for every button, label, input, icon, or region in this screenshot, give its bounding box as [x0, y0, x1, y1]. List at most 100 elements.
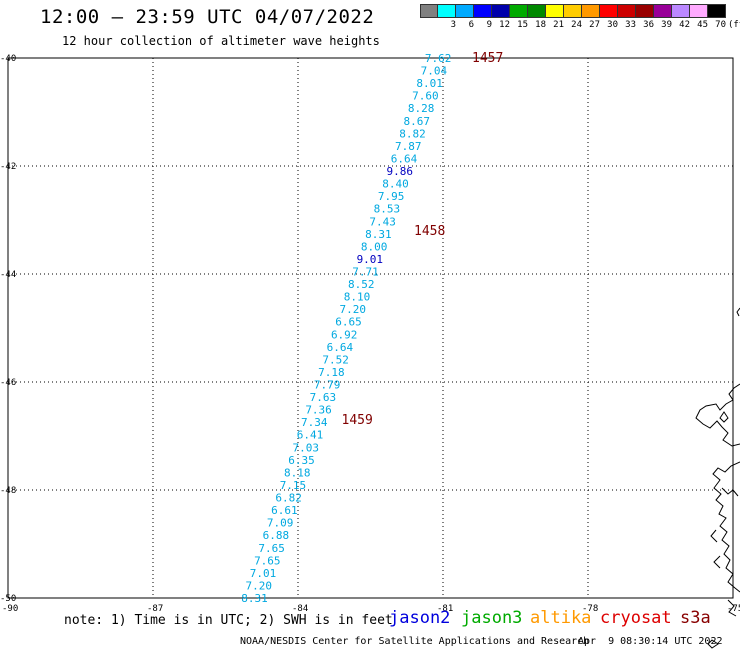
legend-unit: (ft): [728, 20, 740, 30]
swh-value: 7.20: [246, 579, 273, 592]
legend-swatch: [420, 4, 438, 18]
time-label: 1458: [414, 224, 445, 239]
legend-label: 21: [553, 20, 564, 30]
swh-value: 6.61: [271, 504, 298, 517]
lon-tick-label: -84: [292, 604, 308, 614]
island-path: [707, 639, 719, 649]
legend-swatch: [582, 4, 600, 18]
legend-label: 42: [679, 20, 690, 30]
legend-label: 70: [715, 20, 726, 30]
swh-value: 9.86: [386, 165, 413, 178]
swh-value: 6.88: [263, 529, 290, 542]
legend-label: 12: [499, 20, 510, 30]
lon-tick-label: -87: [147, 604, 163, 614]
swh-value: 8.82: [399, 127, 426, 140]
legend-swatch: [618, 4, 636, 18]
swh-value: 7.43: [369, 215, 396, 228]
lon-tick-label: -90: [2, 604, 18, 614]
swh-value: 8.31: [241, 592, 268, 605]
legend-label: 9: [486, 20, 492, 30]
swh-value: 6.65: [335, 316, 362, 329]
map-frame: [7, 57, 734, 599]
sat-jason3: jason3: [461, 608, 523, 628]
legend-swatch: [600, 4, 618, 18]
swh-value: 8.52: [348, 278, 375, 291]
legend-swatch: [528, 4, 546, 18]
swh-value: 7.95: [378, 190, 405, 203]
lat-tick-label: -48: [0, 486, 16, 496]
swh-value: 7.09: [267, 517, 294, 530]
swh-value: 7.52: [322, 353, 349, 366]
lon-tick-label: -75: [727, 604, 740, 614]
satellite-track: 7.627.048.017.608.288.678.827.876.649.86…: [241, 52, 451, 605]
swh-value: 8.01: [416, 77, 443, 90]
legend-label: 15: [517, 20, 528, 30]
legend-label: 18: [535, 20, 546, 30]
legend-swatch: [492, 4, 510, 18]
legend-label: 6: [468, 20, 474, 30]
swh-value: 7.65: [254, 554, 281, 567]
footer-note: note: 1) Time is in UTC; 2) SWH is in fe…: [64, 613, 393, 628]
swh-value: 7.03: [293, 441, 320, 454]
legend-label: 39: [661, 20, 672, 30]
legend-swatch: [510, 4, 528, 18]
sat-altika: altika: [530, 608, 592, 628]
legend-labels: 3 6 9 12 15 18 21 24 27 30 33 36 39 42 45 70: [420, 20, 726, 30]
swh-value: 7.36: [305, 404, 332, 417]
swh-value: 6.64: [391, 152, 418, 165]
swh-value: 7.18: [318, 366, 345, 379]
swh-value: 7.79: [314, 379, 341, 392]
time-labels: 1457 1458 1459: [342, 51, 504, 428]
swh-value: 8.31: [365, 228, 392, 241]
legend-label: 45: [697, 20, 708, 30]
island-path: [719, 411, 729, 423]
lat-tick-label: -42: [0, 162, 16, 172]
swh-value: 7.65: [258, 542, 285, 555]
coastline: [695, 307, 740, 649]
swh-value: 7.63: [310, 391, 337, 404]
lat-tick-label: -50: [0, 594, 16, 604]
legend-swatch: [474, 4, 492, 18]
swh-value: 6.92: [331, 328, 358, 341]
swh-value: 6.35: [288, 454, 315, 467]
legend-swatch: [708, 4, 726, 18]
swh-value: 8.67: [404, 115, 431, 128]
time-label: 1457: [472, 51, 503, 66]
sat-jason2: jason2: [389, 608, 451, 628]
legend-swatch: [654, 4, 672, 18]
legend-label: 30: [607, 20, 618, 30]
swh-value: 7.04: [421, 65, 448, 78]
page-title: 12:00 – 23:59 UTC 04/07/2022: [40, 6, 375, 28]
swh-value: 7.87: [395, 140, 422, 153]
swh-value: 8.28: [408, 102, 435, 115]
swh-value: 8.18: [284, 466, 311, 479]
lon-tick-label: -78: [582, 604, 598, 614]
swh-value: 7.20: [339, 303, 366, 316]
swh-value: 7.34: [301, 416, 328, 429]
generated-timestamp: Apr 9 08:30:14 UTC 2022: [578, 636, 723, 647]
legend-swatch: [438, 4, 456, 18]
swh-value: 8.40: [382, 178, 409, 191]
swh-value: 7.01: [250, 567, 277, 580]
legend-swatch: [636, 4, 654, 18]
lon-tick-label: -81: [437, 604, 453, 614]
sat-cryosat: cryosat: [600, 608, 672, 628]
swh-value: 9.01: [357, 253, 384, 266]
swh-value: 6.82: [275, 492, 302, 505]
legend-swatch: [690, 4, 708, 18]
swh-value: 6.41: [297, 429, 324, 442]
credit-line: NOAA/NESDIS Center for Satellite Applica…: [240, 636, 590, 647]
swh-value: 7.60: [412, 90, 439, 103]
legend-label: 36: [643, 20, 654, 30]
sat-s3a: s3a: [680, 608, 711, 628]
map-grid: [8, 58, 733, 598]
lat-tick-label: -46: [0, 378, 16, 388]
legend-label: 24: [571, 20, 582, 30]
legend-swatch: [672, 4, 690, 18]
legend-swatch: [456, 4, 474, 18]
swh-value: 8.53: [374, 203, 401, 216]
coastline-path: [695, 307, 740, 617]
legend-swatch: [546, 4, 564, 18]
